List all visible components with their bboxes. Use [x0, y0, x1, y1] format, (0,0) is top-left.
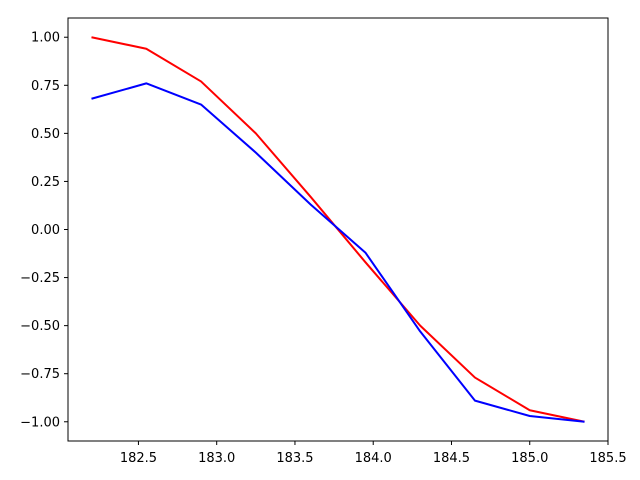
y-tick-label: 1.00 [31, 31, 60, 46]
y-tick-label: −0.75 [20, 367, 60, 382]
y-tick-label: −0.25 [20, 271, 60, 286]
y-tick-label: −1.00 [20, 415, 60, 430]
x-tick-label: 185.5 [589, 451, 626, 466]
x-tick-label: 184.0 [355, 451, 392, 466]
x-tick-label: 183.0 [198, 451, 235, 466]
x-tick-label: 182.5 [120, 451, 157, 466]
x-tick-label: 185.0 [511, 451, 548, 466]
x-tick-label: 183.5 [276, 451, 313, 466]
y-tick-label: −0.50 [20, 319, 60, 334]
x-tick-label: 184.5 [433, 451, 470, 466]
y-axis: −1.00 −0.75 −0.50 −0.25 0.00 0.25 0.50 0.75 1.00 [20, 31, 68, 430]
y-tick-label: 0.75 [31, 79, 60, 94]
y-tick-label: 0.50 [31, 127, 60, 142]
y-tick-label: 0.00 [31, 223, 60, 238]
x-axis: 182.5 183.0 183.5 184.0 184.5 185.0 185.5 [120, 441, 627, 466]
series-line-2 [91, 82, 585, 423]
y-tick-label: 0.25 [31, 175, 60, 190]
series-layer [91, 36, 585, 423]
